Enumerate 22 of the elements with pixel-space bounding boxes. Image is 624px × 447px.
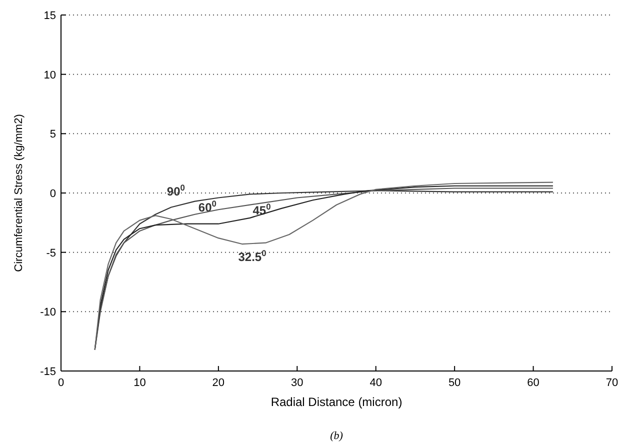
text: (b) [330,430,344,442]
y-tick-label: 15 [44,10,56,22]
x-tick-label: 10 [134,377,146,389]
x-tick-label: 0 [58,377,64,389]
y-axis-title: Circumferential Stress (kg/mm2) [13,114,25,272]
y-tick-label: 5 [50,128,56,141]
y-tick-label: 10 [44,69,56,82]
y-tick-label: -5 [46,247,56,260]
y-tick-label: 0 [50,188,56,200]
x-tick-label: 20 [212,377,225,389]
series-label: 32.5$^{0}$ [238,248,267,264]
x-tick-label: 40 [370,377,382,389]
series-label: 45$^{0}$ [252,201,272,218]
x-tick-label: 50 [448,377,461,389]
x-axis-title: Radial Distance (micron) [270,395,402,409]
series-label: 90$^{0}$ [166,182,186,198]
x-tick-label: 60 [527,377,540,389]
x-tick-label: 70 [606,377,618,389]
x-tick-label: 30 [291,377,304,389]
series-label: 60$^{0}$ [198,198,217,215]
y-tick-label: -15 [40,366,56,378]
y-tick-label: -10 [40,306,56,319]
